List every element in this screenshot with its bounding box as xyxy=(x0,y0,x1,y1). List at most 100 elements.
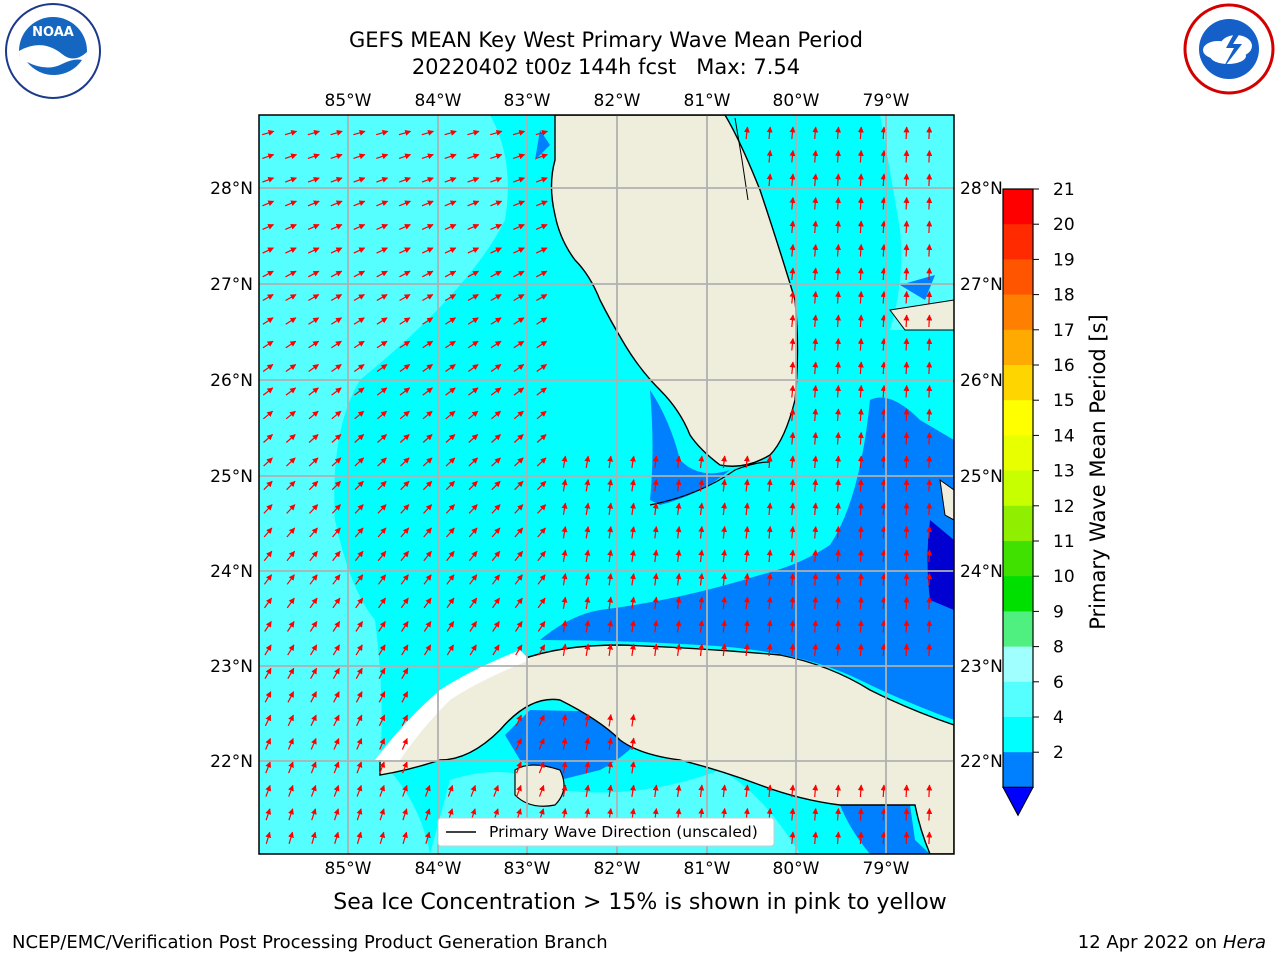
wave-arrow xyxy=(880,831,887,845)
wave-arrow xyxy=(561,526,568,539)
wave-arrow xyxy=(721,784,728,798)
wave-arrow xyxy=(264,667,272,679)
wave-arrow xyxy=(835,549,842,563)
wave-arrow xyxy=(262,247,274,254)
wave-arrow xyxy=(422,457,433,467)
wave-arrow xyxy=(789,596,796,610)
wave-arrow xyxy=(307,129,320,136)
wave-arrow xyxy=(903,455,910,469)
wave-arrow xyxy=(903,502,910,516)
wave-arrow xyxy=(446,597,455,609)
wave-arrow xyxy=(926,784,933,798)
wave-arrow xyxy=(926,807,933,821)
wave-arrow xyxy=(401,714,408,727)
wave-arrow xyxy=(308,364,319,372)
wave-arrow xyxy=(262,153,275,160)
wave-arrow xyxy=(536,457,547,467)
wave-arrow xyxy=(264,691,272,703)
wave-arrow xyxy=(491,527,501,538)
wave-arrow xyxy=(332,574,341,585)
lon-label: 82°W xyxy=(594,91,641,111)
wave-arrow xyxy=(492,597,500,609)
wave-arrow xyxy=(376,247,388,254)
wave-arrow xyxy=(286,550,296,562)
wave-arrow xyxy=(400,527,410,538)
wave-arrow xyxy=(402,831,408,844)
wave-arrow xyxy=(652,643,659,656)
wave-arrow xyxy=(789,455,796,469)
wave-arrow xyxy=(379,761,386,774)
wave-arrow xyxy=(629,761,636,774)
lat-label: 23°N xyxy=(210,657,253,677)
wave-arrow xyxy=(308,293,320,302)
wave-arrow xyxy=(835,173,842,187)
lat-label: 23°N xyxy=(960,657,1003,677)
wave-arrow xyxy=(445,480,456,491)
lat-label: 27°N xyxy=(210,275,253,295)
wave-arrow xyxy=(812,408,819,422)
wave-arrow xyxy=(857,502,864,516)
colorbar-extend-arrow xyxy=(1002,786,1034,817)
wave-arrow xyxy=(903,525,910,539)
wave-arrow xyxy=(561,596,568,610)
wave-arrow xyxy=(536,317,548,325)
wave-arrow xyxy=(629,573,636,586)
wave-arrow xyxy=(308,317,320,325)
colorbar-tick-label: 11 xyxy=(1053,532,1075,552)
wave-arrow xyxy=(629,479,636,492)
wave-arrow xyxy=(399,247,411,254)
wave-arrow xyxy=(698,619,705,633)
colorbar-segment xyxy=(1003,717,1033,753)
wave-arrow xyxy=(880,196,887,210)
wave-arrow xyxy=(444,317,457,325)
wave-arrow xyxy=(516,761,522,774)
wave-arrow xyxy=(354,527,364,538)
wave-arrow xyxy=(513,317,525,325)
wave-arrow xyxy=(561,643,568,657)
colorbar-segment xyxy=(1003,224,1033,260)
wave-arrow xyxy=(285,317,297,325)
lon-label: 79°W xyxy=(863,859,910,879)
wave-arrow xyxy=(422,293,434,302)
wave-arrow xyxy=(330,317,343,325)
bahamas-island xyxy=(939,478,954,521)
wave-arrow xyxy=(629,737,636,750)
wave-arrow xyxy=(422,317,434,325)
wave-arrow xyxy=(812,337,819,351)
wave-arrow xyxy=(880,290,887,304)
wave-arrow xyxy=(262,176,275,183)
wave-arrow xyxy=(675,479,682,492)
wave-arrow xyxy=(880,173,887,187)
wave-arrow xyxy=(285,364,297,372)
lon-label: 85°W xyxy=(325,91,372,111)
wave-arrow xyxy=(857,173,864,187)
colorbar-segment xyxy=(1003,505,1033,542)
wave-arrow xyxy=(789,831,796,845)
wave-arrow xyxy=(857,290,864,304)
wave-arrow xyxy=(309,597,318,609)
wave-arrow xyxy=(399,293,411,302)
colorbar-label: Primary Wave Mean Period [s] xyxy=(1086,314,1110,630)
wave-arrow xyxy=(470,784,477,797)
wave-arrow xyxy=(377,410,388,420)
wave-arrow xyxy=(265,737,271,750)
lon-labels-bottom: 85°W 84°W 83°W 82°W 81°W 80°W 79°W xyxy=(325,859,910,879)
wave-arrow xyxy=(789,220,796,234)
wave-arrow xyxy=(399,434,410,443)
colorbar-tick-label: 8 xyxy=(1053,638,1064,658)
wave-arrow xyxy=(423,550,432,562)
noaa-logo-text: NOAA xyxy=(32,25,74,40)
wave-arrow xyxy=(880,314,887,328)
lat-label: 24°N xyxy=(960,562,1003,582)
wave-arrow xyxy=(812,596,819,610)
wave-arrow xyxy=(903,384,910,398)
wave-arrow xyxy=(857,149,864,163)
wave-arrow xyxy=(355,644,363,656)
wave-arrow xyxy=(835,267,842,281)
wave-arrow xyxy=(491,574,501,585)
wave-arrow xyxy=(286,504,296,514)
wave-arrow xyxy=(286,527,296,538)
wave-arrow xyxy=(561,761,568,774)
wave-arrow xyxy=(835,408,842,422)
wave-arrow xyxy=(423,620,432,632)
